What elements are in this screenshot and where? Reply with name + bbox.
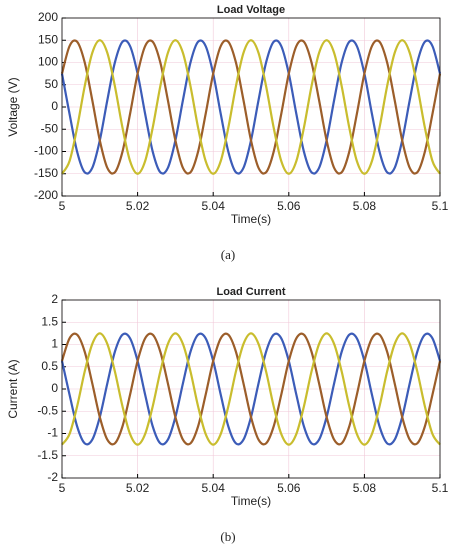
y-axis-label: Current (A) [6, 359, 20, 418]
y-tick-label: -1.5 [37, 448, 58, 462]
x-tick-label: 5.02 [126, 481, 150, 495]
y-tick-label: 0 [51, 99, 58, 113]
y-tick-label: 1.5 [41, 314, 58, 328]
y-axis-label: Voltage (V) [6, 77, 20, 136]
y-tick-label: -150 [34, 166, 58, 180]
y-tick-label: 0.5 [41, 359, 58, 373]
y-tick-label: -50 [41, 121, 59, 135]
y-tick-label: -200 [34, 188, 58, 202]
y-tick-label: 100 [38, 55, 58, 69]
y-tick-label: -100 [34, 144, 58, 158]
x-tick-label: 5.06 [277, 199, 301, 213]
plot-frame [61, 17, 441, 197]
caption: (b) [220, 529, 235, 544]
y-tick-label: 150 [38, 32, 58, 46]
y-tick-label: 0 [51, 381, 58, 395]
x-tick-label: 5 [59, 199, 66, 213]
y-tick-label: -0.5 [37, 403, 58, 417]
x-axis-label: Time(s) [231, 494, 271, 508]
x-tick-label: 5.06 [277, 481, 301, 495]
subplot: -200 -150 -100 -50 0 50 100 150 200 5 5.02 5.04 5.06… [6, 4, 448, 262]
plot-frame [61, 299, 441, 479]
y-tick-label: 1 [51, 337, 58, 351]
y-tick-label: 200 [38, 10, 58, 24]
x-tick-label: 5.04 [202, 481, 226, 495]
y-tick-label: 2 [51, 292, 58, 306]
x-tick-label: 5.04 [202, 199, 226, 213]
subplot: -2 -1.5 -1 -0.5 0 0.5 1 1.5 2 5 5.02 5.04 5.06 5.08 5.… [6, 286, 448, 544]
x-axis-label: Time(s) [231, 212, 271, 226]
x-tick-label: 5.1 [432, 199, 449, 213]
chart-title: Load Voltage [217, 4, 285, 16]
x-tick-label: 5.02 [126, 199, 150, 213]
series-line [61, 332, 441, 446]
caption: (a) [221, 247, 235, 262]
chart-title: Load Current [216, 286, 285, 298]
x-tick-label: 5.08 [353, 481, 377, 495]
x-tick-label: 5.1 [432, 481, 449, 495]
x-tick-label: 5.08 [353, 199, 377, 213]
y-tick-label: 50 [45, 77, 59, 91]
series-line [61, 39, 441, 175]
y-tick-label: -1 [47, 426, 58, 440]
x-tick-label: 5 [59, 481, 66, 495]
y-tick-label: -2 [47, 470, 58, 484]
